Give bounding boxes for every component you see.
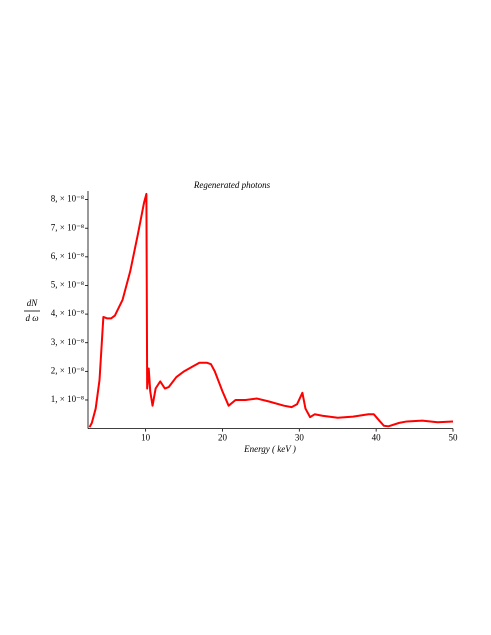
y-tick-label: 5, × 10⁻⁸	[51, 280, 84, 290]
chart-title: Regenerated photons	[193, 180, 271, 190]
y-tick-label: 4, × 10⁻⁸	[51, 308, 84, 318]
x-tick-label: 10	[141, 433, 151, 443]
x-axis-label: Energy ( keV )	[243, 444, 296, 454]
y-label-denominator: d ω	[25, 313, 38, 323]
x-tick-label: 20	[218, 433, 228, 443]
y-tick-label: 1, × 10⁻⁸	[51, 394, 84, 404]
x-tick-label: 40	[372, 433, 382, 443]
y-tick-label: 8, × 10⁻⁸	[51, 194, 84, 204]
y-label-numerator: dN	[27, 298, 39, 308]
x-tick-label: 30	[295, 433, 305, 443]
y-tick-label: 2, × 10⁻⁸	[51, 365, 84, 375]
x-tick-label: 50	[449, 433, 459, 443]
data-line	[88, 192, 454, 428]
y-tick-label: 3, × 10⁻⁸	[51, 337, 84, 347]
y-tick-label: 7, × 10⁻⁸	[51, 222, 84, 232]
y-tick-label: 6, × 10⁻⁸	[51, 251, 84, 261]
